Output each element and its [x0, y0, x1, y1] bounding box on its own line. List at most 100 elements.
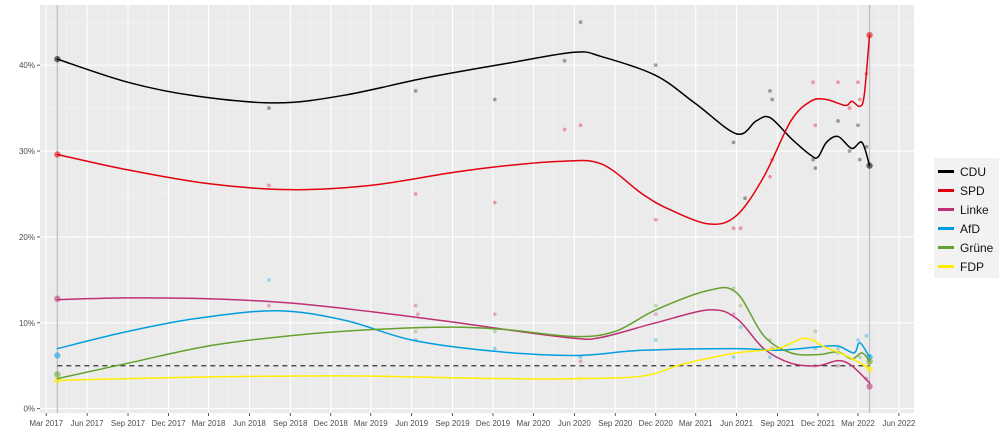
x-axis: Mar 2017 Jun 2017 Sep 2017 Dec 2017 Mar 2018…: [29, 413, 916, 428]
x-tick-label: Mar 2022: [841, 419, 875, 428]
x-tick-label: Dec 2017: [151, 419, 186, 428]
grne-poll-point: [857, 355, 862, 360]
fdp-trend-line: [56, 337, 871, 382]
legend-swatch: [938, 189, 954, 192]
legend-swatch: [938, 265, 954, 268]
spd-poll-point: [562, 127, 567, 132]
linke-poll-point: [836, 363, 840, 368]
legend-item-fdp: FDP: [938, 257, 993, 276]
grne-poll-point: [413, 329, 418, 334]
y-tick-label: 40%: [19, 61, 35, 70]
grne-poll-point: [54, 371, 61, 378]
legend-label: SPD: [960, 183, 985, 198]
cdu-poll-point: [653, 63, 658, 68]
afd-poll-point: [267, 277, 271, 282]
cdu-poll-point: [813, 166, 818, 171]
cdu-poll-point: [856, 123, 860, 128]
spd-poll-point: [413, 192, 418, 196]
linke-poll-point: [653, 312, 658, 317]
linke-poll-point: [54, 295, 61, 302]
spd-poll-point: [267, 183, 271, 188]
legend-label: Linke: [960, 202, 989, 217]
cdu-poll-point: [413, 88, 418, 93]
linke-poll-point: [413, 303, 418, 308]
poll-points: [54, 20, 873, 390]
cdu-poll-point: [857, 157, 862, 162]
spd-poll-point: [811, 80, 815, 85]
election-lines: [56, 5, 871, 413]
cdu-poll-point: [811, 157, 815, 162]
cdu-poll-point: [847, 149, 852, 153]
x-tick-label: Mar 2017: [29, 419, 63, 428]
cdu-poll-point: [743, 196, 747, 201]
legend-label: AfD: [960, 221, 981, 236]
cdu-poll-point: [492, 97, 497, 102]
y-tick-label: 20%: [19, 233, 35, 242]
afd-poll-point: [731, 355, 736, 360]
cdu-poll-point: [768, 88, 772, 93]
afd-poll-point: [856, 338, 860, 342]
legend-item-linke: Linke: [938, 200, 993, 219]
y-tick-label: 30%: [19, 147, 35, 156]
x-tick-label: Mar 2021: [679, 419, 713, 428]
x-tick-label: Sep 2021: [760, 419, 795, 428]
spd-poll-point: [847, 106, 852, 110]
x-tick-label: Jun 2020: [558, 419, 591, 428]
x-tick-label: Sep 2017: [111, 419, 146, 428]
x-tick-label: Sep 2020: [598, 419, 633, 428]
x-tick-label: Mar 2019: [354, 419, 388, 428]
grne-poll-point: [653, 303, 658, 308]
x-tick-label: Mar 2020: [517, 419, 551, 428]
afd-poll-point: [738, 325, 743, 330]
afd-poll-point: [54, 352, 61, 359]
linke-poll-point: [267, 303, 271, 308]
grne-poll-point: [738, 303, 743, 308]
x-tick-label: Dec 2020: [639, 419, 674, 428]
spd-poll-point: [856, 80, 860, 85]
linke-trend-line: [56, 297, 871, 384]
x-tick-label: Sep 2019: [435, 419, 470, 428]
cdu-trend-line: [56, 51, 871, 167]
afd-poll-point: [578, 355, 583, 360]
trend-lines: [56, 34, 871, 384]
x-tick-label: Sep 2018: [273, 419, 308, 428]
grne-poll-point: [836, 346, 840, 351]
afd-poll-point: [768, 355, 772, 360]
afd-poll-point: [653, 338, 658, 342]
cdu-poll-point: [578, 20, 583, 25]
legend-item-spd: SPD: [938, 181, 993, 200]
afd-poll-point: [864, 333, 869, 338]
afd-poll-point: [492, 346, 497, 351]
spd-poll-point: [492, 200, 497, 205]
plot-panel: [40, 5, 914, 413]
cdu-poll-point: [864, 144, 869, 149]
spd-poll-point: [578, 123, 583, 128]
linke-poll-point: [415, 312, 420, 317]
spd-poll-point: [836, 80, 840, 85]
spd-poll-point: [857, 97, 862, 102]
y-tick-label: 10%: [19, 319, 35, 328]
x-tick-label: Mar 2018: [192, 419, 226, 428]
spd-poll-point: [653, 217, 658, 222]
legend-swatch: [938, 208, 954, 211]
spd-poll-point: [813, 123, 818, 128]
y-axis: 0% 10% 20% 30% 40%: [19, 61, 40, 414]
cdu-poll-point: [770, 97, 775, 102]
legend-swatch: [938, 170, 954, 173]
grne-poll-point: [492, 329, 497, 334]
x-tick-label: Dec 2019: [476, 419, 511, 428]
legend-label: Grüne: [960, 240, 994, 255]
legend-swatch: [938, 227, 954, 230]
linke-poll-point: [492, 312, 497, 317]
spd-poll-point: [768, 174, 772, 179]
spd-trend-line: [56, 34, 871, 226]
x-tick-label: Jun 2019: [395, 419, 428, 428]
x-tick-label: Dec 2018: [314, 419, 349, 428]
spd-poll-point: [731, 226, 736, 231]
linke-poll-point: [866, 383, 873, 390]
x-tick-label: Dec 2021: [801, 419, 836, 428]
legend-item-afd: AfD: [938, 219, 993, 238]
cdu-poll-point: [267, 106, 271, 110]
cdu-poll-point: [836, 119, 840, 123]
